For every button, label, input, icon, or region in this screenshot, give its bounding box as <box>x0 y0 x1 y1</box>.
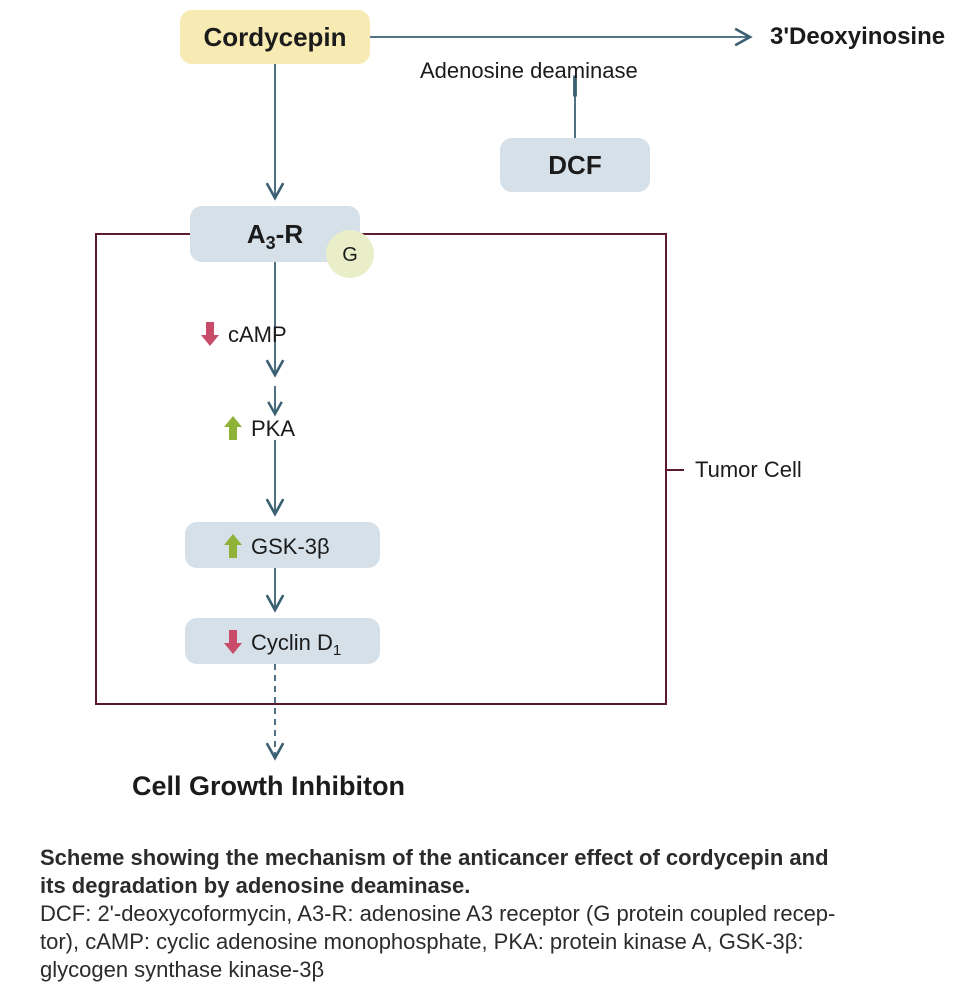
down-arrow-icon <box>201 322 219 346</box>
pathway-label-2: GSK-3β <box>251 534 330 559</box>
node-label-dcf: DCF <box>548 150 601 180</box>
tumor-cell-box <box>96 234 666 704</box>
up-arrow-icon <box>224 416 242 440</box>
label-3deoxyinosine: 3'Deoxyinosine <box>770 23 945 50</box>
pathway-label-1: PKA <box>251 416 295 441</box>
caption-line-1: tor), cAMP: cyclic adenosine monophospha… <box>40 929 803 954</box>
caption-bold-0: Scheme showing the mechanism of the anti… <box>40 845 829 870</box>
pathway-label-3: Cyclin D1 <box>251 630 341 659</box>
caption-line-0: DCF: 2'-deoxycoformycin, A3-R: adenosine… <box>40 901 835 926</box>
g-protein-label: G <box>342 244 358 266</box>
node-label-a3r: A3-R <box>247 219 303 253</box>
result-label: Cell Growth Inhibiton <box>132 771 405 801</box>
caption-line-2: glycogen synthase kinase-3β <box>40 957 324 982</box>
diagram-canvas: Tumor Cell G Cordycepin DCF A3-R 3'Deoxyinosi… <box>0 0 955 1006</box>
pathway-label-0: cAMP <box>228 322 287 347</box>
node-label-cordycepin: Cordycepin <box>203 22 346 52</box>
label-adenosine-deaminase: Adenosine deaminase <box>420 58 638 83</box>
caption-bold-1: its degradation by adenosine deaminase. <box>40 873 470 898</box>
tumor-cell-label: Tumor Cell <box>695 457 802 482</box>
